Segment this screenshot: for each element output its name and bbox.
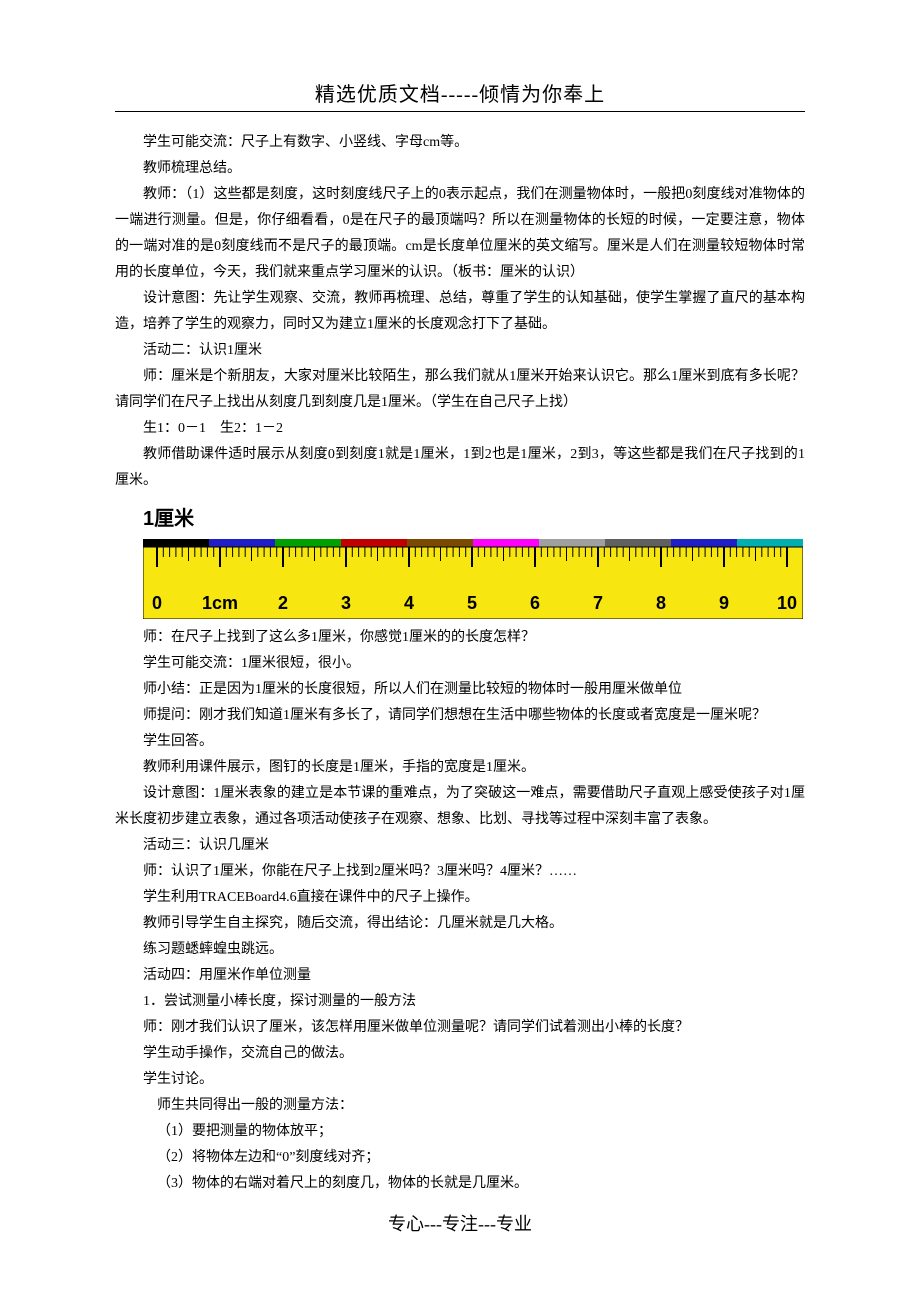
body-para: 师：刚才我们认识了厘米，该怎样用厘米做单位测量呢？请同学们试着测出小棒的长度？	[115, 1015, 805, 1041]
svg-text:2: 2	[278, 593, 288, 613]
body-para: 学生动手操作，交流自己的做法。	[115, 1041, 805, 1067]
body-para: 活动二：认识1厘米	[115, 338, 805, 364]
svg-text:6: 6	[530, 593, 540, 613]
body-para: 师提问：刚才我们知道1厘米有多长了，请同学们想想在生活中哪些物体的长度或者宽度是…	[115, 703, 805, 729]
body-para: 活动三：认识几厘米	[115, 833, 805, 859]
body-para: 设计意图：1厘米表象的建立是本节课的重难点，为了突破这一难点，需要借助尺子直观上…	[115, 781, 805, 833]
ruler-label: 1厘米	[143, 502, 805, 531]
body-para: 学生回答。	[115, 729, 805, 755]
body-para: 师：认识了1厘米，你能在尺子上找到2厘米吗？3厘米吗？4厘米？……	[115, 859, 805, 885]
body-para: 学生可能交流：尺子上有数字、小竖线、字母cm等。	[115, 130, 805, 156]
body-para: （1）要把测量的物体放平；	[115, 1119, 805, 1145]
body-para: 师：厘米是个新朋友，大家对厘米比较陌生，那么我们就从1厘米开始来认识它。那么1厘…	[115, 364, 805, 416]
body-para: 生1：0－1 生2：1－2	[115, 416, 805, 442]
body-para: 1．尝试测量小棒长度，探讨测量的一般方法	[115, 989, 805, 1015]
svg-text:0: 0	[152, 593, 162, 613]
svg-text:5: 5	[467, 593, 477, 613]
body-para: 师：在尺子上找到了这么多1厘米，你感觉1厘米的的长度怎样？	[115, 625, 805, 651]
svg-text:10: 10	[777, 593, 797, 613]
body-para: 学生利用TRACEBoard4.6直接在课件中的尺子上操作。	[115, 885, 805, 911]
body-para: 师小结：正是因为1厘米的长度很短，所以人们在测量比较短的物体时一般用厘米做单位	[115, 677, 805, 703]
ruler-figure: 1厘米 0 1cm 2 3 4 5 6 7 8 9 10	[143, 502, 805, 619]
page-header-title: 精选优质文档-----倾情为你奉上	[115, 78, 805, 107]
body-para: 活动四：用厘米作单位测量	[115, 963, 805, 989]
body-para: 练习题蟋蟀蝗虫跳远。	[115, 937, 805, 963]
body-para: 学生可能交流：1厘米很短，很小。	[115, 651, 805, 677]
body-para: 学生讨论。	[115, 1067, 805, 1093]
body-para: 教师利用课件展示，图钉的长度是1厘米，手指的宽度是1厘米。	[115, 755, 805, 781]
svg-text:1cm: 1cm	[202, 593, 238, 613]
svg-text:8: 8	[656, 593, 666, 613]
body-para: 教师：（1）这些都是刻度，这时刻度线尺子上的0表示起点，我们在测量物体时，一般把…	[115, 182, 805, 286]
page-footer: 专心---专注---专业	[0, 1210, 920, 1236]
body-para: 教师借助课件适时展示从刻度0到刻度1就是1厘米，1到2也是1厘米，2到3，等这些…	[115, 442, 805, 494]
body-para: 教师梳理总结。	[115, 156, 805, 182]
body-para: 师生共同得出一般的测量方法：	[115, 1093, 805, 1119]
svg-text:9: 9	[719, 593, 729, 613]
body-para: 设计意图：先让学生观察、交流，教师再梳理、总结，尊重了学生的认知基础，使学生掌握…	[115, 286, 805, 338]
svg-text:4: 4	[404, 593, 414, 613]
body-para: 教师引导学生自主探究，随后交流，得出结论：几厘米就是几大格。	[115, 911, 805, 937]
body-para: （3）物体的右端对着尺上的刻度几，物体的长就是几厘米。	[115, 1171, 805, 1197]
ruler-image: 0 1cm 2 3 4 5 6 7 8 9 10	[143, 539, 803, 619]
header-rule	[115, 111, 805, 112]
body-para: （2）将物体左边和“0”刻度线对齐；	[115, 1145, 805, 1171]
svg-text:3: 3	[341, 593, 351, 613]
svg-text:7: 7	[593, 593, 603, 613]
